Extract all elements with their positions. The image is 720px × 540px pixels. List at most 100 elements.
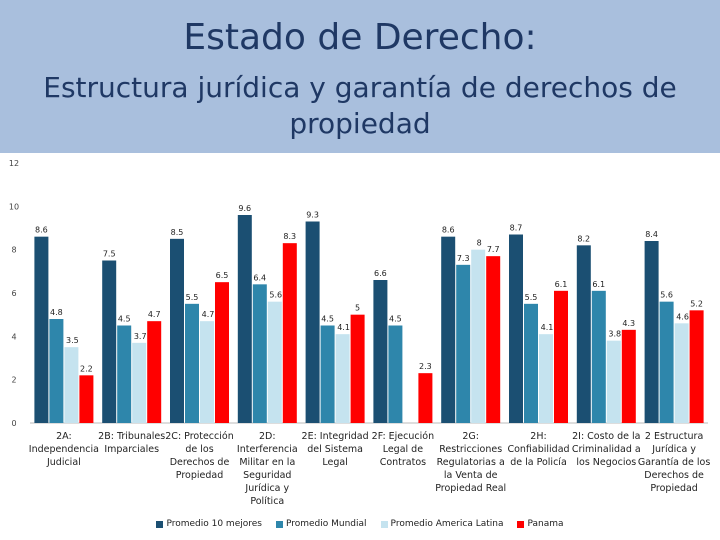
y-tick-label: 4 — [11, 332, 16, 341]
bar-1-7 — [441, 236, 456, 423]
bar-4-4 — [282, 243, 297, 423]
data-label: 5 — [355, 304, 360, 313]
bar-3-4 — [267, 301, 282, 423]
bar-3-8 — [539, 334, 553, 423]
y-tick-label: 0 — [11, 419, 16, 428]
x-tick-label: 2D: Interferencia Militar en la Seguridad Ju… — [236, 431, 298, 507]
data-label: 8.3 — [283, 232, 296, 241]
header-banner: Estado de Derecho: Estructura jurídica y… — [0, 0, 720, 153]
chart-legend: Promedio 10 mejores Promedio Mundial Prome… — [0, 519, 720, 529]
bar-4-1 — [79, 375, 94, 423]
bar-2-1 — [49, 319, 64, 423]
data-label: 7.3 — [457, 254, 470, 263]
data-label: 7.7 — [487, 245, 500, 254]
legend-item: Promedio America Latina — [380, 519, 504, 529]
bar-3-3 — [200, 321, 214, 423]
legend-swatch — [380, 520, 388, 528]
legend-item: Promedio 10 mejores — [156, 519, 262, 529]
data-label: 4.5 — [321, 315, 334, 324]
bar-2-5 — [320, 325, 335, 423]
data-label: 4.5 — [118, 315, 131, 324]
data-label: 3.7 — [134, 332, 147, 341]
bar-4-5 — [350, 314, 365, 423]
data-label: 9.6 — [238, 204, 251, 213]
bar-4-8 — [554, 290, 568, 423]
bar-2-10 — [659, 301, 674, 423]
data-label: 4.6 — [676, 312, 689, 321]
data-label: 8.5 — [171, 228, 184, 237]
data-label: 8 — [477, 239, 482, 248]
data-label: 8.2 — [577, 234, 590, 243]
data-label: 6.5 — [216, 271, 229, 280]
data-label: 2.3 — [419, 362, 432, 371]
bar-4-10 — [689, 310, 704, 423]
x-tick-label: 2F: Ejecución Legal de Contratos — [371, 431, 435, 468]
bar-4-7 — [486, 256, 501, 423]
bar-2-6 — [388, 325, 403, 423]
bar-2-3 — [185, 303, 199, 423]
bar-1-9 — [576, 245, 591, 423]
data-label: 5.6 — [269, 291, 282, 300]
data-label: 4.1 — [337, 323, 350, 332]
bar-1-3 — [170, 238, 184, 423]
bar-3-5 — [335, 334, 350, 423]
bar-2-7 — [456, 264, 471, 423]
legend-item: Promedio Mundial — [275, 519, 367, 529]
legend-item: Panama — [517, 519, 564, 529]
x-tick-label: 2G: Restricciones Regulatorias a la Venta d… — [435, 431, 507, 494]
data-label: 8.7 — [510, 224, 523, 233]
data-label: 6.1 — [555, 280, 568, 289]
bar-1-10 — [644, 241, 659, 423]
bar-3-9 — [606, 340, 621, 423]
bar-3-1 — [64, 347, 79, 423]
data-label: 4.7 — [202, 310, 215, 319]
x-tick-label: 2 Estructura Jurídica y Garantía de los Der… — [637, 431, 711, 494]
data-label: 4.3 — [622, 319, 635, 328]
bar-4-3 — [215, 282, 229, 423]
legend-swatch — [517, 520, 525, 528]
data-label: 7.5 — [103, 250, 116, 259]
data-label: 5.2 — [690, 299, 703, 308]
x-tick-label: 2E: Integridad del Sistema Legal — [301, 431, 369, 468]
page-subtitle: Estructura jurídica y garantía de derech… — [43, 71, 677, 140]
y-tick-label: 6 — [11, 289, 16, 298]
data-label: 3.5 — [66, 336, 79, 345]
legend-label: Promedio Mundial — [285, 519, 367, 529]
data-label: 2.2 — [80, 364, 93, 373]
bar-4-2 — [147, 321, 162, 423]
legend-label: Promedio America Latina — [390, 519, 504, 529]
x-tick-label: 2H: Confiabilidad de la Policía — [507, 431, 570, 468]
data-label: 8.6 — [35, 226, 48, 235]
bar-1-5 — [305, 221, 320, 423]
data-label: 4.5 — [389, 315, 402, 324]
y-tick-label: 2 — [11, 376, 16, 385]
bar-1-2 — [102, 260, 117, 423]
data-label: 5.6 — [660, 291, 673, 300]
data-label: 4.1 — [541, 323, 554, 332]
bar-2-8 — [524, 303, 538, 423]
x-tick-label: 2I: Costo de la Criminalidad a los Negocio… — [571, 431, 641, 468]
bar-3-10 — [674, 323, 689, 423]
bar-1-8 — [509, 234, 523, 423]
x-tick-label: 2A: Independencia Judicial — [28, 431, 99, 468]
legend-swatch — [156, 520, 164, 528]
x-tick-label: 2B: Tribunales Imparciales — [98, 431, 166, 455]
legend-label: Panama — [527, 519, 564, 529]
data-label: 9.3 — [306, 211, 319, 220]
y-tick-label: 12 — [9, 159, 19, 168]
x-tick-label: 2C: Protección de los Derechos de Propiedad — [165, 431, 234, 481]
data-label: 5.5 — [525, 293, 538, 302]
bar-1-4 — [237, 215, 252, 423]
data-label: 6.6 — [374, 269, 387, 278]
y-tick-label: 8 — [11, 246, 16, 255]
data-label: 4.8 — [50, 308, 63, 317]
data-label: 3.8 — [608, 330, 621, 339]
y-tick-label: 10 — [9, 202, 19, 211]
bar-3-7 — [471, 249, 486, 423]
bar-4-9 — [621, 329, 636, 423]
legend-label: Promedio 10 mejores — [166, 519, 262, 529]
data-label: 8.4 — [645, 230, 658, 239]
bar-2-4 — [252, 284, 267, 423]
data-label: 8.6 — [442, 226, 455, 235]
bar-2-2 — [117, 325, 132, 423]
